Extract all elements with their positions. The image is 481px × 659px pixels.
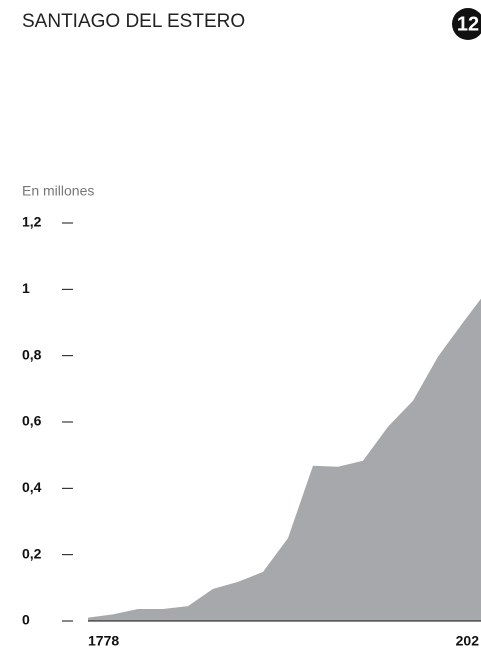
y-tick-label: 0,4 [22, 479, 42, 495]
y-tick-label: 1,2 [22, 214, 42, 230]
y-tick-label: 0,8 [22, 346, 42, 362]
x-tick-label: 1778 [88, 633, 119, 649]
chart-title: SANTIAGO DEL ESTERO [22, 11, 245, 32]
y-tick-label: 0,6 [22, 413, 42, 429]
area [88, 298, 481, 621]
badge: 12 [457, 13, 479, 35]
y-tick-label: 1 [22, 280, 30, 296]
y-tick-label: 0,2 [22, 545, 42, 561]
y-axis-unit: En millones [22, 183, 94, 199]
x-tick-label: 202 [456, 633, 480, 649]
badge-circle [452, 8, 481, 40]
y-tick-label: 0 [22, 612, 30, 628]
